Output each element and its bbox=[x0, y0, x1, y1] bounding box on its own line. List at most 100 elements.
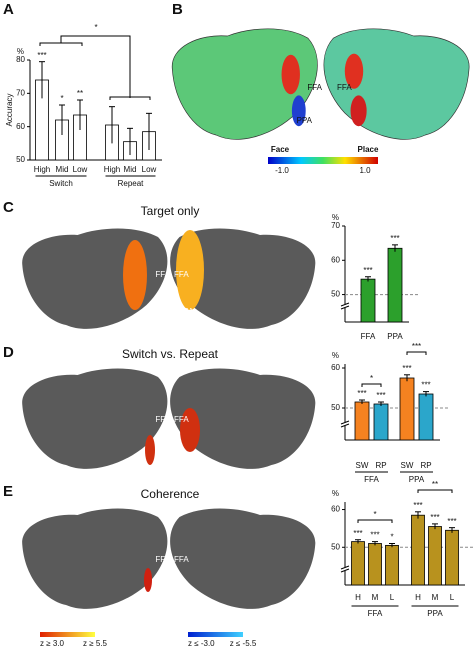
roi-label: FFA bbox=[337, 83, 352, 92]
comparison-bracket bbox=[417, 489, 453, 493]
axis-break bbox=[340, 302, 350, 307]
significance-label: *** bbox=[370, 531, 379, 540]
y-unit: % bbox=[332, 213, 339, 222]
legend-swatch bbox=[40, 632, 95, 637]
legend-swatch bbox=[188, 632, 243, 637]
bar bbox=[368, 543, 382, 586]
comparison-label: * bbox=[94, 23, 97, 32]
significance-label: *** bbox=[390, 234, 399, 243]
roi-label: PPA bbox=[178, 591, 194, 600]
brain-panels bbox=[22, 228, 316, 609]
x-tick-label: SW bbox=[356, 461, 369, 470]
comparison-bracket bbox=[361, 383, 382, 387]
comparison-bracket bbox=[357, 519, 393, 523]
x-tick-label: M bbox=[372, 593, 379, 602]
x-tick-label: L bbox=[390, 593, 395, 602]
y-tick-label: 60 bbox=[16, 122, 25, 131]
roi-label: FFA bbox=[155, 270, 170, 279]
axis-break bbox=[340, 568, 350, 573]
x-tick-label: Mid bbox=[124, 165, 137, 174]
group-label: Repeat bbox=[118, 179, 145, 188]
bar bbox=[354, 401, 370, 441]
x-tick-label: H bbox=[355, 593, 361, 602]
bar bbox=[360, 278, 376, 323]
significance-label: *** bbox=[353, 529, 362, 538]
x-tick-label: Mid bbox=[56, 165, 69, 174]
bar bbox=[428, 526, 442, 586]
group-label: PPA bbox=[409, 475, 425, 484]
significance-label: *** bbox=[357, 389, 366, 398]
y-tick-label: 70 bbox=[16, 88, 25, 97]
x-tick-label: Low bbox=[142, 165, 157, 174]
y-unit: % bbox=[17, 47, 24, 56]
axis-break bbox=[340, 565, 350, 570]
group-label: FFA bbox=[364, 475, 379, 484]
y-tick-label: 60 bbox=[331, 255, 340, 264]
significance-label: *** bbox=[413, 501, 422, 510]
comparison-label: ** bbox=[432, 480, 438, 489]
x-tick-label: H bbox=[415, 593, 421, 602]
colorbar-tick: 1.0 bbox=[359, 166, 371, 175]
brain-map bbox=[171, 28, 470, 140]
y-tick-label: 70 bbox=[331, 221, 340, 230]
comparison-label: *** bbox=[412, 342, 421, 351]
axis-break bbox=[341, 567, 349, 571]
comparison-label: * bbox=[370, 374, 373, 383]
x-tick-label: FFA bbox=[361, 332, 376, 341]
significance-label: *** bbox=[402, 364, 411, 373]
y-tick-label: 60 bbox=[331, 363, 340, 372]
y-unit: % bbox=[332, 351, 339, 360]
panel-letter: D bbox=[3, 344, 14, 361]
significance-label: *** bbox=[430, 513, 439, 522]
significance-label: *** bbox=[376, 391, 385, 400]
x-tick-label: RP bbox=[420, 461, 431, 470]
panel-letter: E bbox=[3, 483, 13, 500]
colorbar-tick: -1.0 bbox=[275, 166, 289, 175]
bar bbox=[411, 514, 425, 586]
roi-label: FFA bbox=[155, 415, 170, 424]
colorbar bbox=[268, 157, 378, 164]
x-tick-label: SW bbox=[401, 461, 414, 470]
group-label: Switch bbox=[49, 179, 73, 188]
colorbar-label: Face bbox=[271, 145, 290, 154]
comparison-bracket bbox=[406, 351, 427, 355]
roi-label: FFA bbox=[155, 555, 170, 564]
roi-label: FFA bbox=[174, 555, 189, 564]
significance-label: *** bbox=[447, 517, 456, 526]
x-tick-label: High bbox=[34, 165, 50, 174]
panel-letter: B bbox=[172, 1, 183, 18]
significance-label: *** bbox=[421, 381, 430, 390]
axis-break bbox=[340, 420, 350, 425]
x-tick-label: RP bbox=[375, 461, 386, 470]
roi-label: PPA bbox=[178, 307, 194, 316]
bar bbox=[387, 247, 403, 323]
axis-break bbox=[341, 304, 349, 308]
bar bbox=[385, 544, 399, 586]
comparison-label: * bbox=[373, 510, 376, 519]
panel-letter: C bbox=[3, 199, 14, 216]
roi-label: PPA bbox=[178, 451, 194, 460]
legend-label: z ≤ -5.5 bbox=[230, 639, 257, 648]
roi-label: PPA bbox=[297, 116, 313, 125]
bar bbox=[445, 529, 459, 586]
panel-title: Target only bbox=[141, 204, 200, 218]
axis-break bbox=[340, 423, 350, 428]
bar bbox=[373, 403, 389, 441]
x-tick-label: PPA bbox=[387, 332, 403, 341]
legend-label: z ≥ 5.5 bbox=[83, 639, 108, 648]
bar bbox=[399, 377, 415, 441]
x-tick-label: High bbox=[104, 165, 120, 174]
y-tick-label: 50 bbox=[331, 542, 340, 551]
significance-label: * bbox=[390, 533, 393, 542]
bar bbox=[351, 541, 365, 586]
y-tick-label: 50 bbox=[331, 290, 340, 299]
significance-label: *** bbox=[37, 51, 46, 60]
panel-title: Coherence bbox=[141, 487, 200, 501]
comparison-bracket bbox=[39, 35, 151, 100]
panel-letter: A bbox=[3, 1, 14, 18]
legend-label: z ≥ 3.0 bbox=[40, 639, 65, 648]
significance-label: ** bbox=[77, 89, 83, 98]
y-tick-label: 60 bbox=[331, 505, 340, 514]
y-axis-label: Accuracy bbox=[5, 94, 14, 127]
